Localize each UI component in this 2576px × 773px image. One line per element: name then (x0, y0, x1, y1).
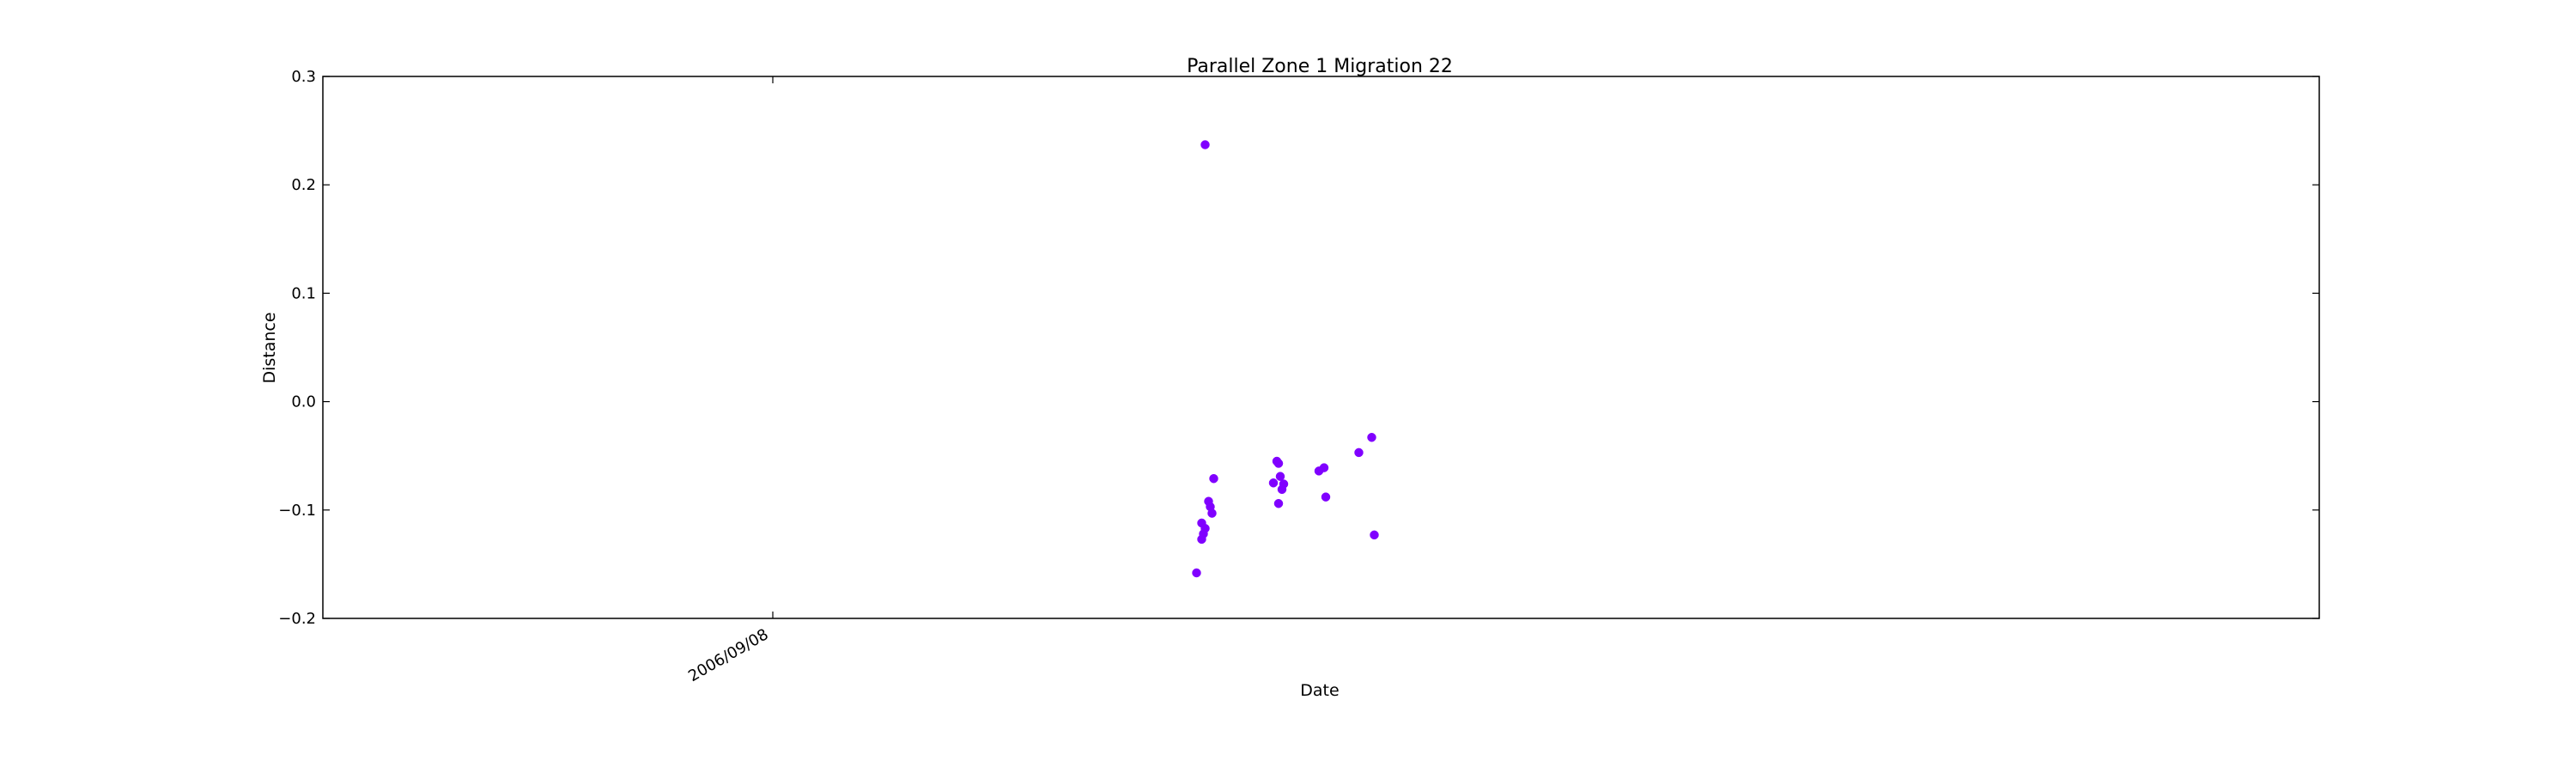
data-point (1273, 498, 1284, 508)
y-tick-label: −0.1 (278, 502, 316, 520)
y-tick-label: 0.1 (291, 284, 316, 302)
data-point (1354, 447, 1364, 458)
y-tick-label: 0.2 (291, 176, 316, 194)
y-axis-label: Distance (260, 312, 279, 383)
chart-title: Parallel Zone 1 Migration 22 (1187, 56, 1453, 77)
data-point (1209, 473, 1218, 484)
data-point (1275, 472, 1285, 481)
data-point (1200, 524, 1210, 533)
data-point (1321, 492, 1331, 502)
y-tick-label: 0.3 (291, 68, 316, 86)
data-point (1192, 568, 1201, 578)
data-point (1370, 530, 1379, 540)
y-tick-label: 0.0 (291, 393, 316, 411)
data-point (1268, 478, 1279, 488)
data-points (1192, 140, 1379, 578)
plot-area (322, 76, 2320, 619)
y-axis: 0.3 0.2 0.1 0.0 −0.1 −0.2 (278, 68, 2319, 628)
data-point (1319, 463, 1329, 472)
x-axis-label: Date (1300, 681, 1339, 700)
data-point (1207, 508, 1217, 518)
data-point (1367, 432, 1376, 442)
data-point (1200, 140, 1210, 149)
data-point (1279, 479, 1289, 489)
data-point (1273, 459, 1284, 468)
y-tick-label: −0.2 (278, 610, 316, 628)
